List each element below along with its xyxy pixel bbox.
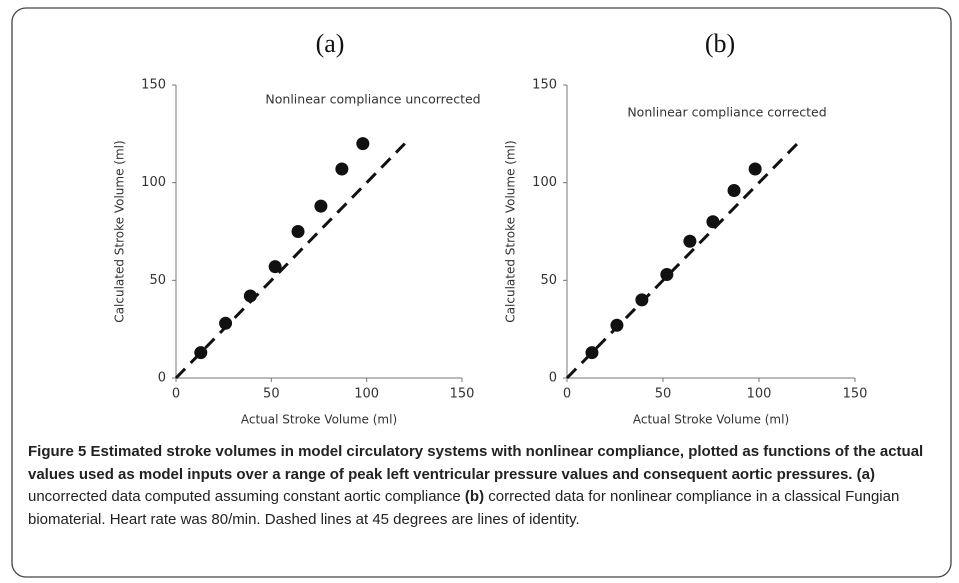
data-point — [660, 267, 674, 281]
identity-line — [174, 142, 406, 380]
x-axis-label: Actual Stroke Volume (ml) — [241, 413, 397, 427]
x-tick-label: 100 — [354, 387, 379, 402]
caption-panel-label: (b) — [464, 488, 485, 506]
x-tick-label: 50 — [263, 387, 280, 402]
x-tick-label: 50 — [655, 387, 672, 402]
data-point — [194, 346, 208, 360]
data-point — [314, 199, 328, 213]
x-tick-label: 0 — [172, 387, 180, 402]
annotation: Nonlinear compliance uncorrected — [265, 92, 480, 107]
caption-panel-label: (a) — [856, 465, 875, 483]
identity-line — [565, 142, 799, 380]
data-point — [727, 183, 741, 197]
caption-title: Figure 5 Estimated stroke volumes in mod… — [28, 443, 924, 483]
data-point — [585, 346, 599, 360]
data-point — [219, 316, 233, 330]
data-point — [356, 137, 370, 151]
y-axis-label: Calculated Stroke Volume (ml) — [113, 140, 127, 322]
y-tick-label: 100 — [141, 175, 166, 190]
data-point — [335, 162, 349, 176]
data-point — [706, 215, 720, 229]
data-point — [748, 162, 762, 176]
x-tick-label: 0 — [563, 387, 571, 402]
data-point — [291, 225, 305, 238]
panel-label: (a) — [316, 29, 345, 58]
data-point — [683, 234, 697, 248]
data-point — [268, 260, 282, 274]
y-tick-label: 50 — [149, 273, 166, 288]
data-point — [243, 289, 257, 303]
caption: Figure 5 Estimated stroke volumes in mod… — [28, 441, 946, 531]
x-tick-label: 150 — [843, 387, 868, 402]
x-tick-label: 100 — [747, 387, 772, 402]
figure-border — [11, 7, 952, 578]
caption-text: corrected data for nonlinear compliance … — [28, 488, 900, 528]
y-tick-label: 150 — [141, 78, 166, 93]
annotation: Nonlinear compliance corrected — [627, 105, 826, 120]
y-tick-label: 0 — [549, 371, 557, 386]
data-point — [610, 318, 624, 332]
y-tick-label: 50 — [540, 273, 557, 288]
y-axis-label: Calculated Stroke Volume (ml) — [504, 140, 518, 322]
y-tick-label: 150 — [532, 78, 557, 93]
data-point — [635, 293, 649, 307]
y-tick-label: 0 — [158, 371, 166, 386]
x-tick-label: 150 — [450, 387, 475, 402]
x-axis-label: Actual Stroke Volume (ml) — [633, 413, 789, 427]
panel-label: (b) — [705, 29, 735, 58]
y-tick-label: 100 — [532, 175, 557, 190]
caption-text: uncorrected data computed assuming const… — [28, 488, 461, 506]
